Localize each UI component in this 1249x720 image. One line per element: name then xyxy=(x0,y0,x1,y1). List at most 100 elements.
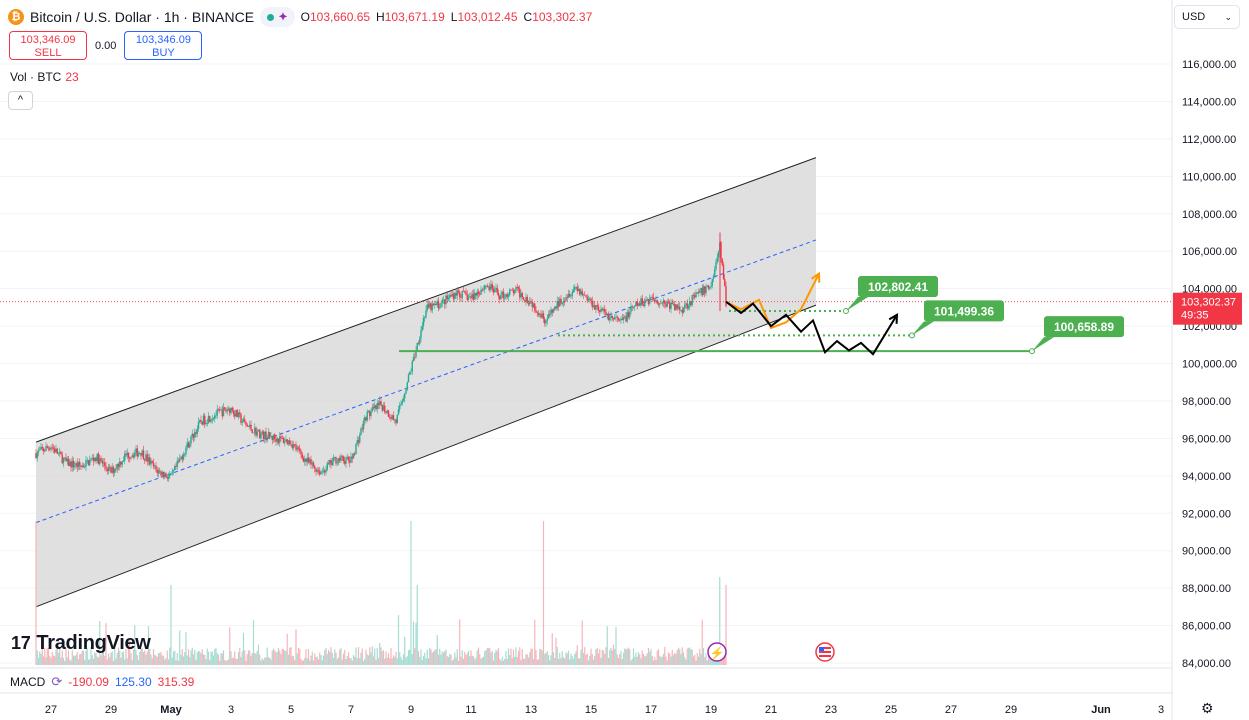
volume-bar xyxy=(534,619,536,665)
candle-body xyxy=(552,309,555,313)
candle-body xyxy=(540,313,542,318)
candle-body xyxy=(135,448,137,453)
candle-body xyxy=(255,427,257,436)
candle-body xyxy=(284,441,286,443)
candle-body xyxy=(497,292,500,297)
candle-body xyxy=(235,409,237,417)
volume-bar xyxy=(294,660,296,665)
lightning-glyph: ⚡ xyxy=(710,646,725,660)
candle-body xyxy=(215,415,217,417)
candle-body xyxy=(396,414,398,424)
volume-bar xyxy=(657,649,660,665)
volume-bar xyxy=(251,652,253,665)
volume-bar xyxy=(39,651,41,665)
collapse-legend-button[interactable]: ^ xyxy=(8,91,33,110)
candle-body xyxy=(185,447,187,455)
volume-bar xyxy=(61,650,63,665)
volume-bar xyxy=(355,647,357,665)
volume-bar xyxy=(184,652,186,665)
candle-body xyxy=(331,461,333,466)
candle-body xyxy=(567,293,570,298)
time-tick-label: 11 xyxy=(465,704,476,716)
volume-bar xyxy=(511,658,513,665)
candle-body xyxy=(546,318,548,321)
candle-body xyxy=(84,466,86,468)
flag-stripe xyxy=(819,651,831,653)
candle-body xyxy=(342,456,345,461)
candle-body xyxy=(201,421,203,425)
time-tick-label: 9 xyxy=(408,704,414,716)
volume-bar xyxy=(427,658,430,665)
candle-body xyxy=(479,294,481,295)
volume-bar xyxy=(369,647,371,665)
ohlc-values: O103,660.65 H103,671.19 L103,012.45 C103… xyxy=(301,10,593,24)
candle-body xyxy=(446,295,448,300)
buy-button[interactable]: 103,346.09 BUY xyxy=(124,31,203,60)
volume-bar xyxy=(392,655,395,665)
candle-body xyxy=(126,452,128,456)
candle-body xyxy=(337,458,340,463)
volume-bar xyxy=(695,660,697,665)
volume-bar xyxy=(97,657,100,665)
volume-bar xyxy=(515,647,517,665)
candle-body xyxy=(717,251,720,258)
candle-body xyxy=(651,297,653,299)
volume-bar xyxy=(625,649,627,665)
symbol-title[interactable]: Bitcoin / U.S. Dollar · 1h · BINANCE xyxy=(30,9,255,25)
tradingview-mark: 17 xyxy=(11,633,31,653)
candle-body xyxy=(625,316,627,322)
volume-bar xyxy=(517,650,520,665)
candle-body xyxy=(240,414,242,423)
projection-bullish xyxy=(725,273,820,330)
volume-legend[interactable]: Vol · BTC 23 xyxy=(10,70,79,84)
candle-body xyxy=(481,289,483,291)
volume-bar xyxy=(420,649,422,665)
volume-bar xyxy=(424,652,426,665)
candle-body xyxy=(256,431,258,436)
volume-bar xyxy=(120,657,122,665)
volume-bar xyxy=(502,660,505,665)
volume-bar xyxy=(200,653,202,665)
candle-body xyxy=(715,261,717,270)
volume-bar xyxy=(215,647,217,665)
volume-bar xyxy=(340,648,342,665)
volume-bar xyxy=(609,649,611,665)
candle-body xyxy=(44,450,46,452)
volume-bar xyxy=(456,649,458,665)
volume-bar xyxy=(316,656,318,665)
volume-bar xyxy=(611,650,613,665)
volume-bar xyxy=(679,649,681,665)
volume-bar xyxy=(75,655,77,665)
volume-bar xyxy=(49,655,51,665)
volume-bar xyxy=(190,650,192,665)
volume-bar xyxy=(70,660,72,665)
volume-bar xyxy=(404,636,406,665)
volume-bar xyxy=(60,657,62,665)
candle-body xyxy=(634,306,636,307)
tradingview-logo[interactable]: 17 TradingView xyxy=(11,632,151,655)
macd-legend[interactable]: MACD ⟳ -190.09 125.30 315.39 xyxy=(10,674,194,690)
volume-bar xyxy=(401,659,403,665)
volume-bar xyxy=(101,651,103,665)
candle-body xyxy=(59,451,61,454)
candle-body xyxy=(216,409,218,416)
volume-bar xyxy=(705,653,707,665)
candle-body xyxy=(467,296,470,300)
volume-bar xyxy=(677,647,680,665)
candle-body xyxy=(390,417,392,420)
candle-body xyxy=(392,415,395,420)
candle-body xyxy=(174,465,176,471)
volume-bar xyxy=(202,654,205,665)
volume-bar xyxy=(437,654,440,665)
gear-icon[interactable]: ⚙ xyxy=(1201,700,1214,716)
candle-body xyxy=(116,463,118,470)
volume-bar xyxy=(632,648,635,665)
candle-body xyxy=(524,299,526,302)
sell-button[interactable]: 103,346.09 SELL xyxy=(9,31,87,60)
status-pill[interactable]: ⯌ xyxy=(260,7,295,27)
currency-select[interactable]: USD ⌄ xyxy=(1174,5,1240,29)
volume-bar xyxy=(59,648,61,665)
candle-body xyxy=(452,294,455,299)
candle-body xyxy=(597,306,600,311)
